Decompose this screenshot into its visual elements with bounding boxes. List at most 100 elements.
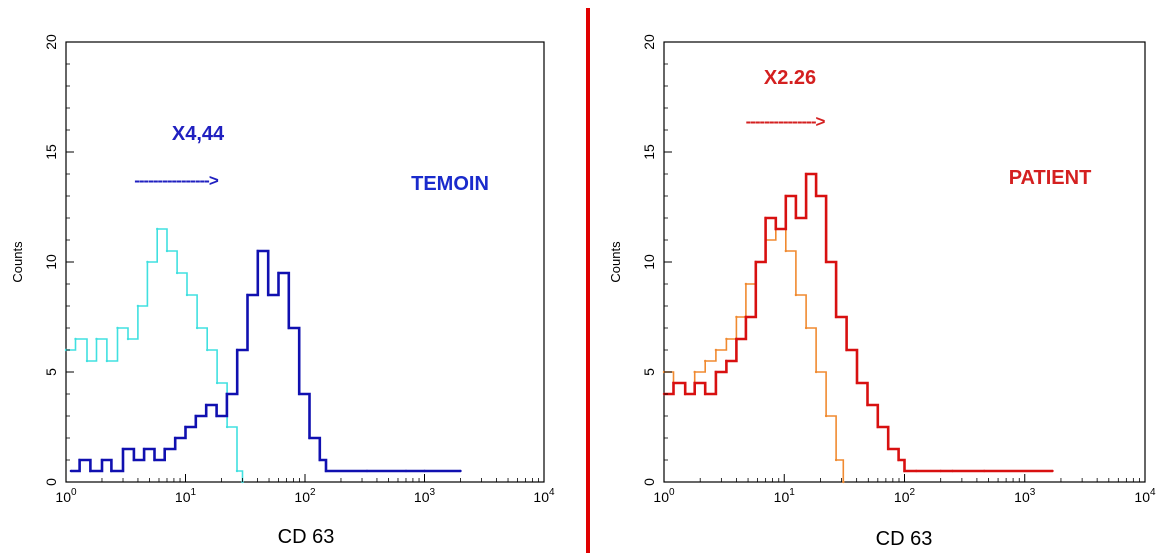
data-point	[121, 447, 125, 451]
shift-arrow: --------------->	[746, 112, 826, 131]
data-point	[225, 392, 229, 396]
data-point	[185, 293, 189, 297]
data-point	[704, 392, 707, 396]
shift-arrow: ---------------->	[134, 171, 219, 190]
data-point	[804, 172, 808, 176]
data-point	[887, 447, 890, 451]
data-point	[794, 293, 798, 297]
data-point	[764, 216, 767, 220]
data-point	[78, 458, 81, 462]
series-layer	[662, 172, 1054, 484]
data-point	[983, 469, 986, 473]
data-point	[735, 315, 738, 319]
data-point	[842, 480, 845, 484]
data-point	[110, 469, 113, 473]
data-point	[100, 458, 104, 462]
x-tick-label: 101	[175, 487, 197, 505]
x-tick-label: 104	[1134, 487, 1156, 505]
data-point	[714, 348, 718, 352]
data-point	[69, 469, 73, 473]
data-point	[672, 381, 675, 385]
data-point	[876, 425, 879, 429]
chart-panel-patient: 0 5 10 15 20 100 101 102 103 104 CD 63 Counts X2…	[608, 34, 1156, 550]
data-point	[794, 216, 798, 220]
data-point	[277, 271, 280, 275]
data-point	[897, 458, 900, 462]
y-ticks: 0 5 10 15 20	[641, 34, 672, 486]
series-line-1	[664, 172, 1053, 473]
plot-frame	[663, 41, 1146, 483]
data-point	[834, 458, 838, 462]
data-point	[404, 469, 408, 473]
data-point	[235, 469, 239, 473]
data-point	[95, 337, 98, 341]
data-point	[153, 458, 156, 462]
y-axis-title: Counts	[10, 241, 25, 283]
x-tick-label: 100	[653, 487, 675, 505]
x-tick-label: 102	[894, 487, 916, 505]
data-point	[225, 425, 229, 429]
data-point	[845, 348, 848, 352]
y-tick-label: 20	[43, 34, 59, 50]
y-axis-title: Counts	[608, 241, 623, 283]
data-point	[774, 227, 777, 231]
data-point	[951, 469, 954, 473]
data-point	[1051, 469, 1054, 473]
data-point	[287, 326, 290, 330]
data-point	[784, 249, 787, 253]
x-axis-title: CD 63	[278, 526, 335, 548]
data-point	[684, 392, 687, 396]
data-point	[194, 414, 197, 418]
data-point	[324, 469, 328, 473]
data-point	[735, 337, 738, 341]
x-tick-label: 100	[55, 487, 77, 505]
data-point	[855, 381, 859, 385]
data-point	[784, 194, 787, 198]
x-tick-label: 102	[294, 487, 316, 505]
y-tick-label: 0	[641, 478, 657, 486]
data-point	[814, 370, 818, 374]
data-point	[365, 469, 369, 473]
data-point	[142, 447, 146, 451]
data-point	[298, 392, 301, 396]
data-point	[693, 381, 696, 385]
data-point	[754, 260, 757, 264]
data-point	[267, 293, 270, 297]
data-point	[89, 469, 92, 473]
plot-frame	[65, 41, 545, 483]
data-point	[215, 381, 219, 385]
sample-label: TEMOIN	[411, 173, 489, 195]
data-point	[459, 469, 462, 473]
data-point	[704, 359, 707, 363]
y-ticks: 0 5 10 15 20	[43, 34, 74, 486]
x-tick-label: 104	[533, 487, 555, 505]
data-point	[423, 469, 426, 473]
data-point	[105, 359, 109, 363]
data-point	[132, 458, 136, 462]
data-point	[308, 436, 311, 440]
series-line-1	[70, 249, 461, 473]
data-point	[85, 359, 89, 363]
data-point	[146, 260, 149, 264]
y-tick-label: 15	[43, 144, 59, 160]
data-point	[163, 447, 166, 451]
data-point	[126, 337, 130, 341]
fold-change-annotation: X4,44	[172, 123, 225, 145]
data-point	[175, 271, 179, 275]
data-point	[236, 348, 239, 352]
x-tick-label: 101	[774, 487, 796, 505]
data-point	[165, 249, 169, 253]
x-tick-label: 103	[1014, 487, 1036, 505]
data-point	[834, 315, 838, 319]
y-tick-label: 10	[641, 254, 657, 270]
y-tick-label: 10	[43, 254, 59, 270]
data-point	[156, 227, 159, 231]
x-axis-title: CD 63	[876, 528, 933, 550]
data-point	[318, 458, 321, 462]
chart-panel-temoin: 0 5 10 15 20 100 101 102 103 104 CD 63 Counts X4…	[10, 34, 555, 548]
data-point	[116, 326, 119, 330]
y-tick-label: 0	[43, 478, 59, 486]
data-point	[725, 359, 728, 363]
data-point	[804, 326, 808, 330]
